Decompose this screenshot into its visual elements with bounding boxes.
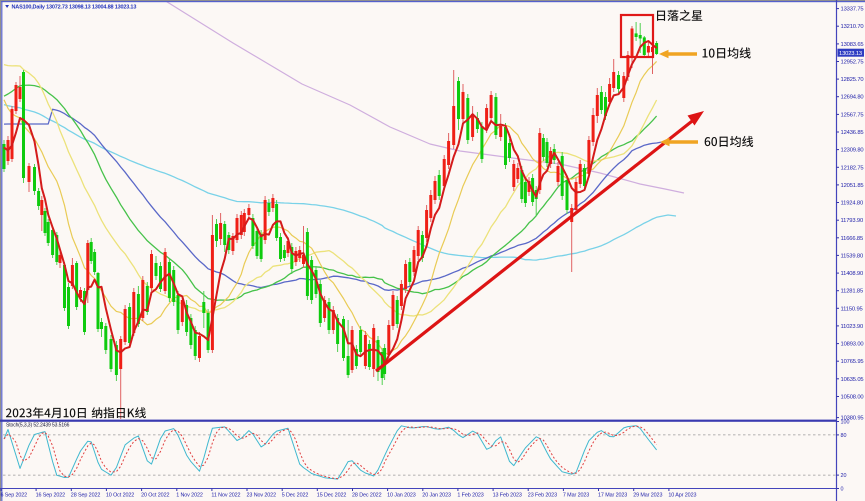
svg-text:13 Feb 2023: 13 Feb 2023 bbox=[493, 493, 522, 499]
svg-text:12182.75: 12182.75 bbox=[841, 165, 864, 171]
svg-text:23 Nov 2022: 23 Nov 2022 bbox=[247, 493, 277, 499]
svg-text:20 Oct 2022: 20 Oct 2022 bbox=[141, 493, 169, 499]
svg-text:10 Jan 2023: 10 Jan 2023 bbox=[387, 493, 416, 499]
svg-text:20: 20 bbox=[841, 473, 847, 479]
svg-text:12567.75: 12567.75 bbox=[841, 112, 864, 118]
svg-text:17 Mar 2023: 17 Mar 2023 bbox=[598, 493, 627, 499]
svg-text:0: 0 bbox=[841, 487, 844, 493]
svg-text:10380.95: 10380.95 bbox=[841, 416, 864, 422]
svg-text:Stoch(5,3,3) 52.2439 53.5166: Stoch(5,3,3) 52.2439 53.5166 bbox=[6, 422, 70, 428]
svg-text:11281.85: 11281.85 bbox=[841, 289, 864, 295]
svg-text:13337.75: 13337.75 bbox=[841, 7, 864, 13]
svg-text:11408.90: 11408.90 bbox=[841, 271, 864, 277]
svg-text:10765.95: 10765.95 bbox=[841, 359, 864, 365]
svg-text:6 Sep 2022: 6 Sep 2022 bbox=[1, 493, 28, 499]
svg-text:11150.95: 11150.95 bbox=[841, 306, 863, 312]
svg-text:1 Feb 2023: 1 Feb 2023 bbox=[457, 493, 483, 499]
svg-text:11666.85: 11666.85 bbox=[841, 236, 864, 242]
svg-text:28 Sep 2022: 28 Sep 2022 bbox=[71, 493, 101, 499]
svg-text:20 Jan 2023: 20 Jan 2023 bbox=[422, 493, 451, 499]
svg-text:100: 100 bbox=[841, 420, 850, 426]
svg-text:1 Nov 2022: 1 Nov 2022 bbox=[176, 493, 203, 499]
svg-text:23 Feb 2023: 23 Feb 2023 bbox=[528, 493, 557, 499]
svg-text:13023.13: 13023.13 bbox=[839, 51, 862, 57]
svg-text:16 Sep 2022: 16 Sep 2022 bbox=[36, 493, 66, 499]
svg-text:13083.65: 13083.65 bbox=[841, 42, 864, 48]
svg-text:28 Dec 2022: 28 Dec 2022 bbox=[352, 493, 382, 499]
svg-text:10893.00: 10893.00 bbox=[841, 342, 864, 348]
svg-text:12825.70: 12825.70 bbox=[841, 77, 864, 83]
svg-text:12952.75: 12952.75 bbox=[841, 60, 864, 66]
svg-text:80: 80 bbox=[841, 433, 847, 439]
svg-text:11023.90: 11023.90 bbox=[841, 324, 864, 330]
svg-text:5 Dec 2022: 5 Dec 2022 bbox=[282, 493, 309, 499]
svg-text:11793.90: 11793.90 bbox=[841, 218, 864, 224]
svg-text:12309.80: 12309.80 bbox=[841, 148, 864, 154]
svg-text:7 Mar 2023: 7 Mar 2023 bbox=[563, 493, 589, 499]
svg-text:11 Nov 2022: 11 Nov 2022 bbox=[211, 493, 240, 499]
svg-text:29 Mar 2023: 29 Mar 2023 bbox=[633, 493, 662, 499]
svg-text:15 Dec 2022: 15 Dec 2022 bbox=[317, 493, 347, 499]
svg-text:11924.80: 11924.80 bbox=[841, 201, 864, 207]
svg-text:NAS100,Daily 13072.73 13098.1: NAS100,Daily 13072.73 13098.13 13004.88 … bbox=[12, 4, 137, 10]
svg-text:10 Apr 2023: 10 Apr 2023 bbox=[668, 493, 696, 499]
svg-text:11539.80: 11539.80 bbox=[841, 253, 864, 259]
svg-text:13210.70: 13210.70 bbox=[841, 24, 864, 30]
svg-text:12051.85: 12051.85 bbox=[841, 183, 864, 189]
svg-text:10508.00: 10508.00 bbox=[841, 395, 864, 401]
svg-text:10 Oct 2022: 10 Oct 2022 bbox=[106, 493, 134, 499]
svg-text:12694.80: 12694.80 bbox=[841, 95, 864, 101]
svg-text:12436.85: 12436.85 bbox=[841, 130, 864, 136]
svg-text:10635.05: 10635.05 bbox=[841, 377, 864, 383]
